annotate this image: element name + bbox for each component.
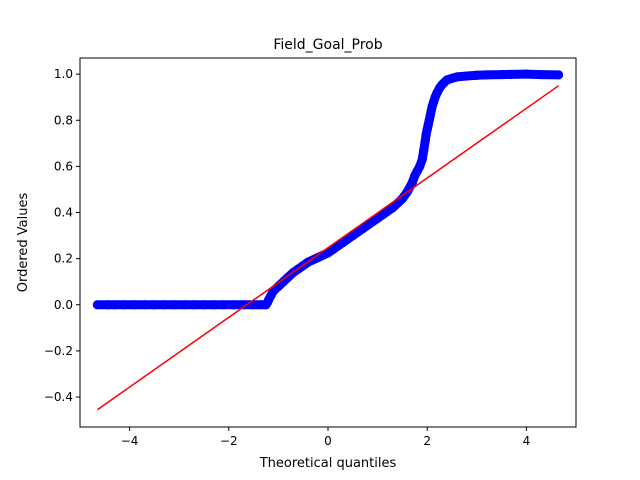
- data-point: [554, 70, 564, 80]
- y-tick-label: −0.2: [44, 344, 73, 358]
- y-tick-label: 0.4: [54, 206, 73, 220]
- y-tick-label: −0.4: [44, 390, 73, 404]
- x-axis-label: Theoretical quantiles: [259, 456, 397, 471]
- chart-title: Field_Goal_Prob: [273, 37, 382, 53]
- y-tick-label: 0.2: [54, 252, 73, 266]
- y-axis-label: Ordered Values: [16, 193, 31, 293]
- y-tick-label: 0.8: [54, 113, 73, 127]
- x-tick-label: −4: [121, 434, 139, 448]
- reference-line: [96, 85, 560, 411]
- y-tick-label: 0.0: [54, 298, 73, 312]
- y-tick-label: 1.0: [54, 67, 73, 81]
- x-tick-label: 2: [423, 434, 431, 448]
- plot-frame: [79, 57, 577, 428]
- axes: −4 −2 0 2 4 −0.4 −0.2 0.0 0.2 0.4 0.6 0.8 1.0: [44, 67, 530, 448]
- x-tick-label: −2: [220, 434, 238, 448]
- x-tick-label: 0: [324, 434, 332, 448]
- x-tick-label: 4: [523, 434, 531, 448]
- plot-marks: [92, 69, 564, 411]
- y-tick-label: 0.6: [54, 159, 73, 173]
